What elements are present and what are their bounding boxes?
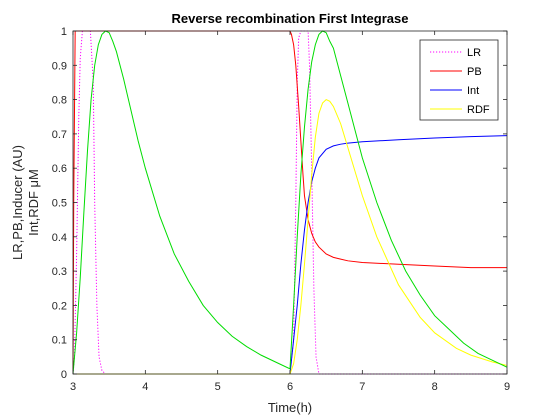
series-line-int: [73, 135, 508, 375]
series-line-pb: [72, 30, 507, 375]
series-line-rdf: [73, 99, 508, 375]
legend-label-int: Int: [467, 85, 479, 97]
x-axis-label: Time(h): [268, 400, 312, 415]
x-tick-label: 5: [215, 381, 221, 393]
y-tick-label: 0.4: [52, 232, 67, 244]
x-tick-label: 7: [359, 381, 365, 393]
y-tick-label: 0.5: [52, 198, 67, 210]
x-tick-label: 3: [70, 381, 76, 393]
series-layer: [72, 30, 508, 375]
x-tick-label: 9: [504, 381, 510, 393]
x-tick-label: 8: [432, 381, 438, 393]
x-axis: 3 4 5 6 7 8 9: [70, 31, 510, 393]
y-axis: 0 0.1 0.2 0.3 0.4 0.5 0.6 0.7 0.8 0.9 1: [52, 26, 507, 381]
chart-title: Reverse recombination First Integrase: [172, 11, 409, 26]
legend-label-pb: PB: [467, 66, 482, 78]
series-line-series-5: [72, 30, 508, 375]
y-tick-label: 0.3: [52, 266, 67, 278]
legend-label-lr: LR: [467, 47, 481, 59]
y-axis-label-line-1: LR,PB,Inducer (AU): [10, 145, 25, 260]
legend-box: [419, 39, 499, 121]
y-tick-label: 0.9: [52, 60, 67, 72]
series-line-lr: [72, 30, 507, 375]
y-tick-label: 0.1: [52, 335, 67, 347]
y-axis-label: LR,PB,Inducer (AU) Int,RDF μM: [10, 145, 41, 260]
y-tick-label: 0.2: [52, 300, 67, 312]
x-tick-label: 6: [287, 381, 293, 393]
y-tick-label: 1: [61, 26, 67, 38]
y-tick-label: 0: [61, 369, 67, 381]
legend-label-rdf: RDF: [467, 104, 490, 116]
y-axis-label-line-2: Int,RDF μM: [26, 169, 41, 236]
y-tick-label: 0.7: [52, 129, 67, 141]
y-tick-label: 0.6: [52, 163, 67, 175]
x-tick-label: 4: [142, 381, 148, 393]
legend: LR PB Int RDF: [419, 39, 499, 121]
y-tick-label: 0.8: [52, 95, 67, 107]
